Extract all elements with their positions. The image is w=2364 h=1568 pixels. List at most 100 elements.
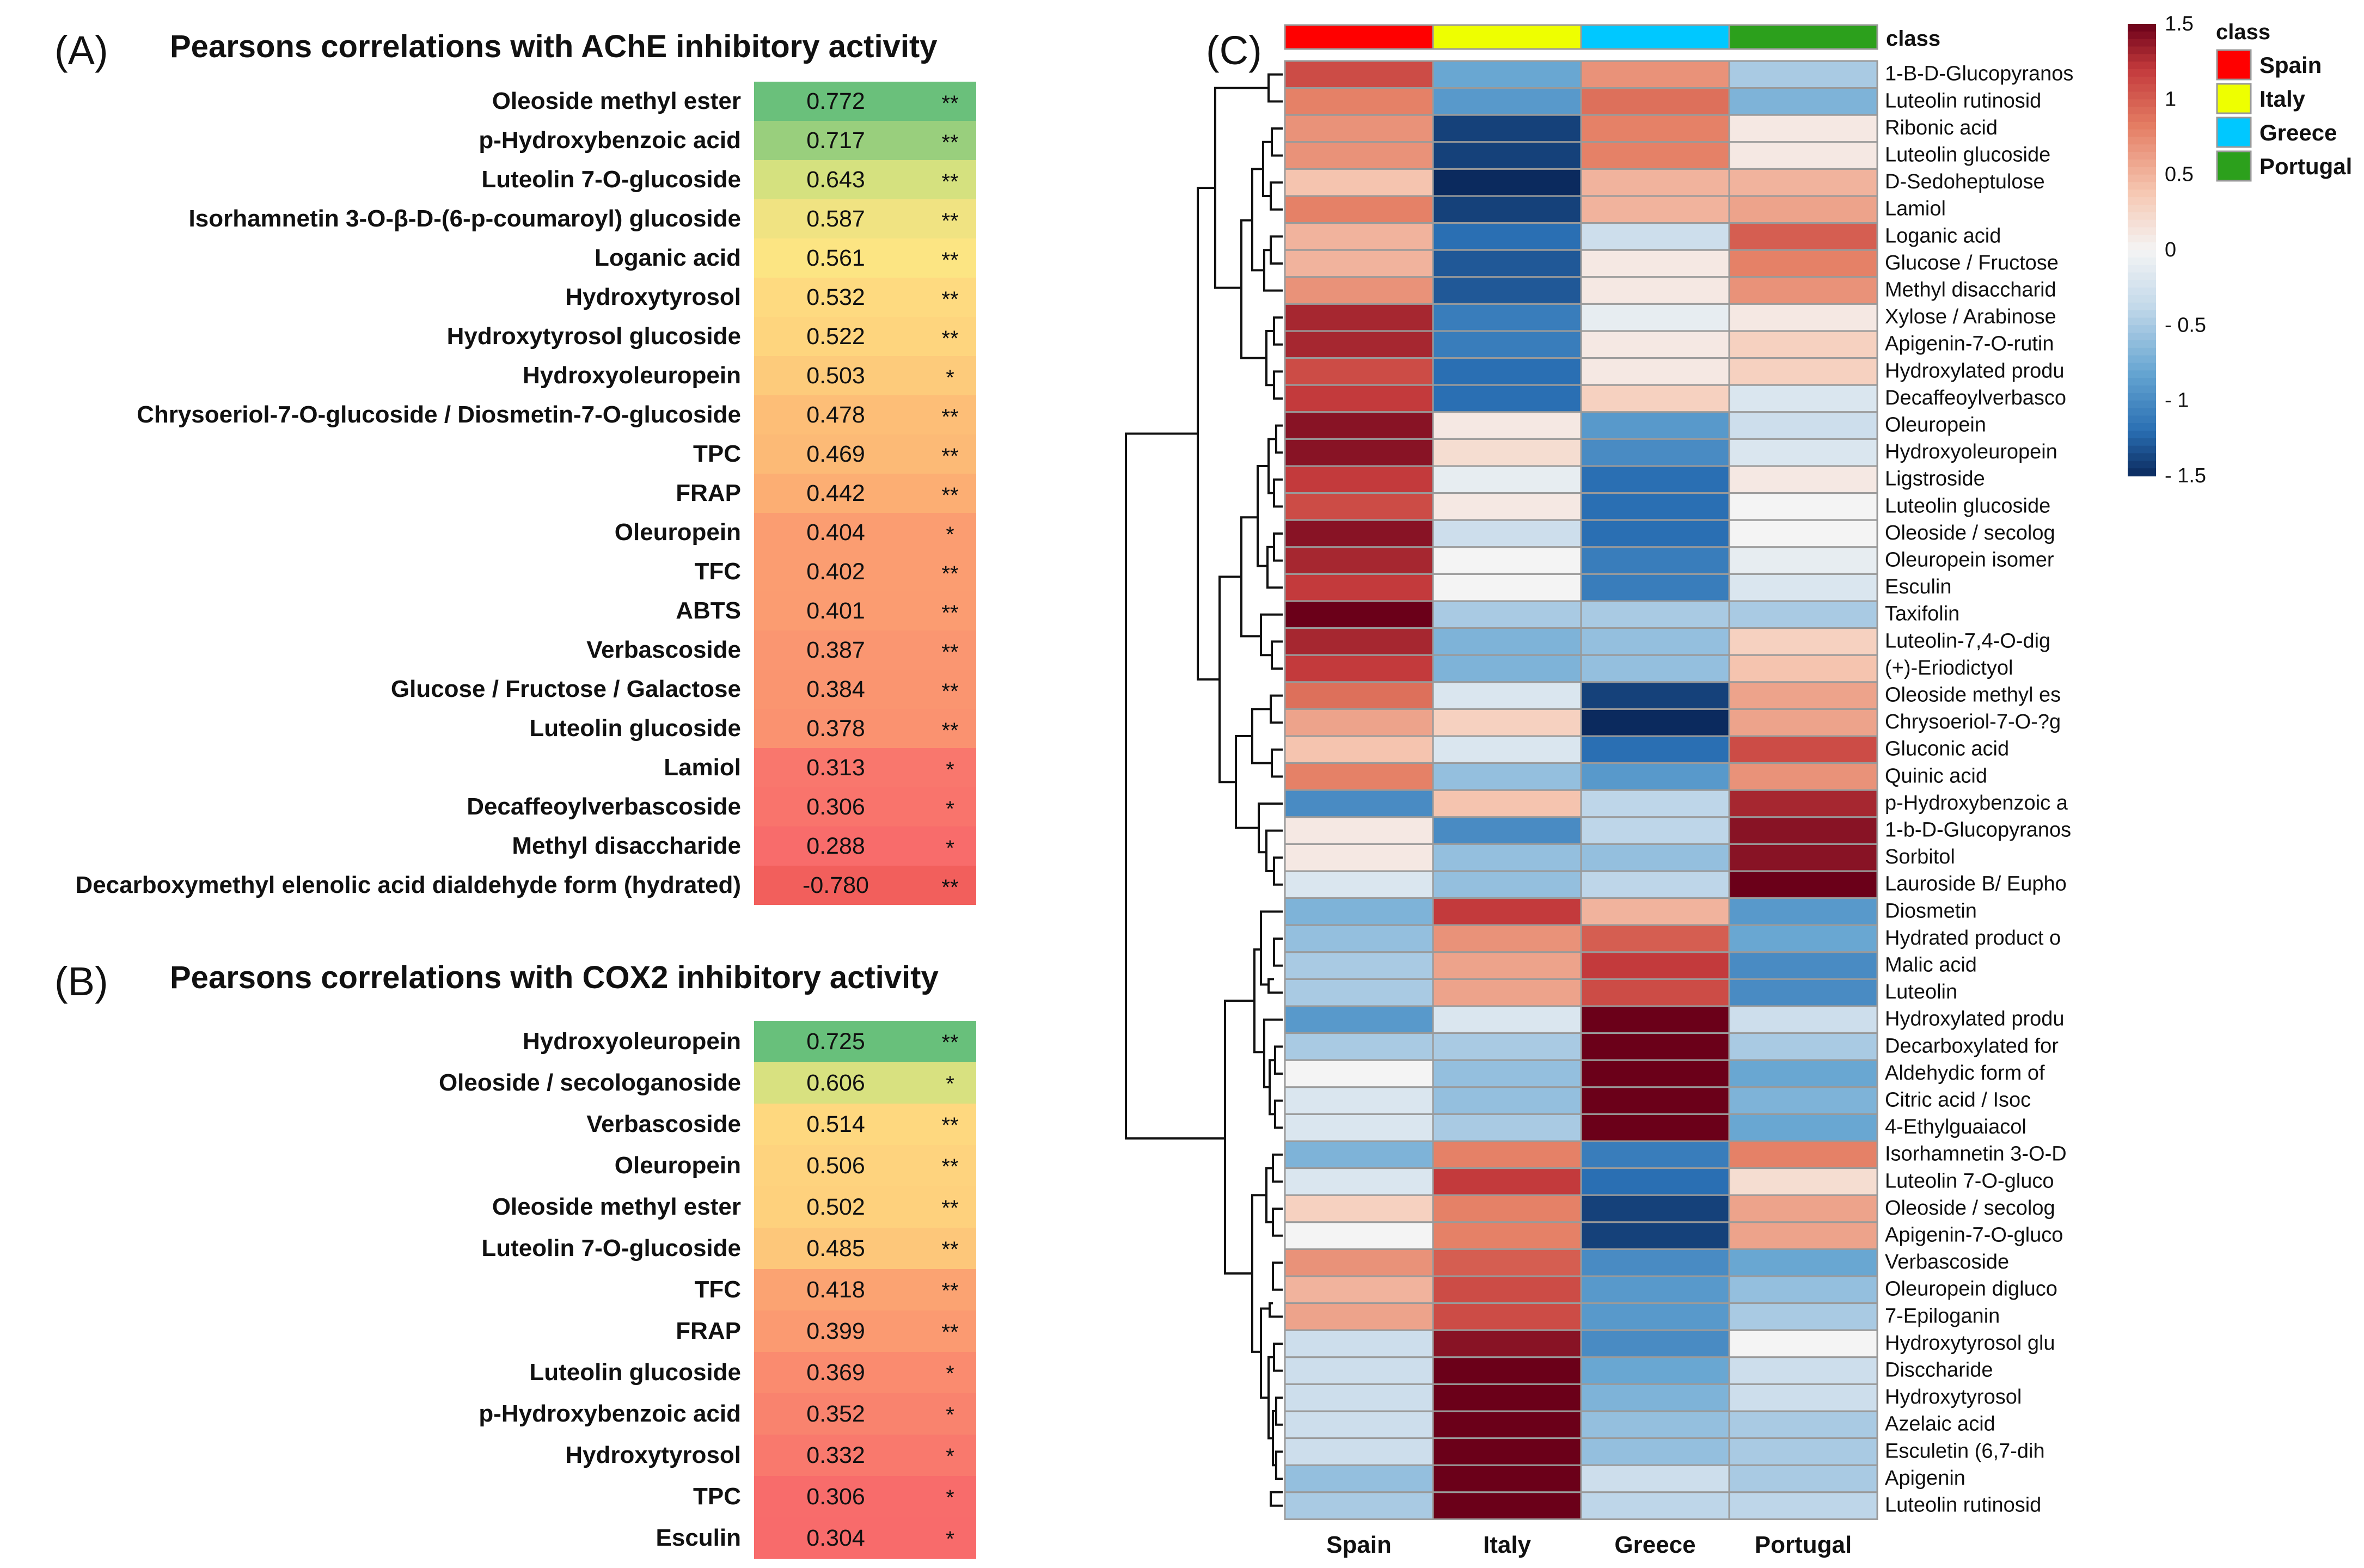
heatmap-cell [1432,600,1582,629]
heatmap-cell [1728,1329,1878,1358]
correlation-row-label: Luteolin 7-O-glucoside [481,1235,741,1261]
heatmap-cell [1728,303,1878,332]
dendrogram-branch [1273,478,1283,508]
heatmap-row-label: Luteolin 7-O-gluco [1885,1169,2054,1192]
heatmap-cell [1432,681,1582,710]
color-scale-segment [2128,69,2156,77]
heatmap-cell [1284,303,1434,332]
heatmap-row-label: Oleoside / secolog [1885,522,2055,544]
heatmap-cell [1728,789,1878,818]
heatmap-cell [1580,735,1730,764]
dendrogram-branch [1275,1450,1283,1480]
heatmap-cell [1432,1113,1582,1142]
heatmap-cell [1728,951,1878,980]
dendrogram-branch [1267,978,1283,994]
correlation-value: -0.780 [803,872,869,898]
correlation-cell [754,317,976,356]
heatmap-cell [1284,1221,1434,1250]
dendrogram-branch [1270,1491,1283,1507]
heatmap-cell [1580,492,1730,521]
heatmap-cell [1284,600,1434,629]
correlation-value: 0.502 [806,1194,865,1220]
correlation-row-label: Luteolin glucoside [529,715,741,742]
heatmap-cell [1580,870,1730,899]
heatmap-row-label: Verbascoside [1885,1251,2009,1273]
heatmap-cell [1284,1437,1434,1466]
heatmap-cell [1728,1059,1878,1088]
heatmap-cell [1432,1221,1582,1250]
heatmap-cell [1432,789,1582,818]
color-scale-tick: 0.5 [2165,163,2194,186]
dendrogram-branch [1251,1194,1266,1353]
heatmap-row-label: Lamiol [1885,198,1946,220]
heatmap-cell [1284,1329,1434,1358]
color-scale-segment [2128,378,2156,386]
correlation-row-label: Verbascoside [586,636,741,663]
heatmap-cell [1580,1059,1730,1088]
heatmap-cell [1432,1437,1582,1466]
color-scale-segment [2128,227,2156,236]
heatmap-cell [1728,438,1878,467]
heatmap-cell [1728,870,1878,899]
correlation-row-label: TFC [694,1276,741,1303]
heatmap-row-label: Hydroxyoleuropein [1885,440,2057,463]
color-scale-segment [2128,212,2156,220]
heatmap-row-label: Quinic acid [1885,764,1987,787]
heatmap-cell [1580,1437,1730,1466]
heatmap-cell [1432,465,1582,494]
significance-marker: ** [941,1279,959,1303]
heatmap-cell [1580,627,1730,656]
significance-marker: ** [941,483,959,507]
heatmap-cell [1728,1491,1878,1520]
heatmap-cell [1284,573,1434,602]
heatmap-cell [1284,1140,1434,1169]
heatmap-cell [1728,708,1878,737]
heatmap-cell [1580,330,1730,359]
correlation-cell [754,1186,976,1228]
color-scale-tick: - 1 [2165,389,2189,412]
correlation-row-label: Methyl disaccharide [512,832,741,859]
dendrogram-branch [1265,829,1283,872]
dendrogram-branch [1272,1208,1283,1237]
significance-marker: ** [941,287,959,311]
correlation-row-label: Oleuropein [614,1152,741,1179]
color-scale-segment [2128,347,2156,356]
heatmap-row-label: Loganic acid [1885,224,2001,247]
correlation-row-label: Hydroxyoleuropein [523,362,741,389]
color-scale-segment [2128,393,2156,401]
heatmap-cell [1432,1167,1582,1196]
heatmap-cell [1728,492,1878,521]
color-scale-segment [2128,219,2156,228]
heatmap-cell [1580,978,1730,1007]
heatmap-cell [1432,357,1582,386]
heatmap-row-label: Taxifolin [1885,603,1959,626]
heatmap-cell [1580,1491,1730,1520]
heatmap-cell [1728,1356,1878,1385]
correlation-value: 0.532 [806,284,865,310]
color-scale-tick: 1.5 [2165,13,2194,35]
heatmap-cell [1284,1383,1434,1412]
heatmap-cell [1284,411,1434,440]
color-scale-segment [2128,174,2156,183]
heatmap-cell [1284,249,1434,278]
correlation-value: 0.387 [806,637,865,663]
correlation-value: 0.306 [806,794,865,820]
heatmap-cell [1284,195,1434,224]
dendrogram-branch [1270,181,1283,211]
significance-marker: ** [941,1031,959,1055]
dendrogram-branch [1251,708,1272,764]
heatmap-cell [1432,330,1582,359]
heatmap-cell [1284,168,1434,197]
heatmap-cell [1284,1086,1434,1115]
heatmap-cell [1432,1275,1582,1304]
heatmap-row-label: (+)-Eriodictyol [1885,657,2013,679]
correlation-cell [754,630,976,670]
dendrogram-branch [1260,1307,1270,1399]
heatmap-column-label: Italy [1483,1532,1532,1558]
color-scale-tick: - 1.5 [2165,464,2206,487]
dendrogram-branch [1273,1343,1283,1372]
significance-marker: * [946,1072,954,1096]
color-scale-segment [2128,160,2156,168]
significance-marker: * [946,1527,954,1551]
correlation-cell [754,121,976,160]
